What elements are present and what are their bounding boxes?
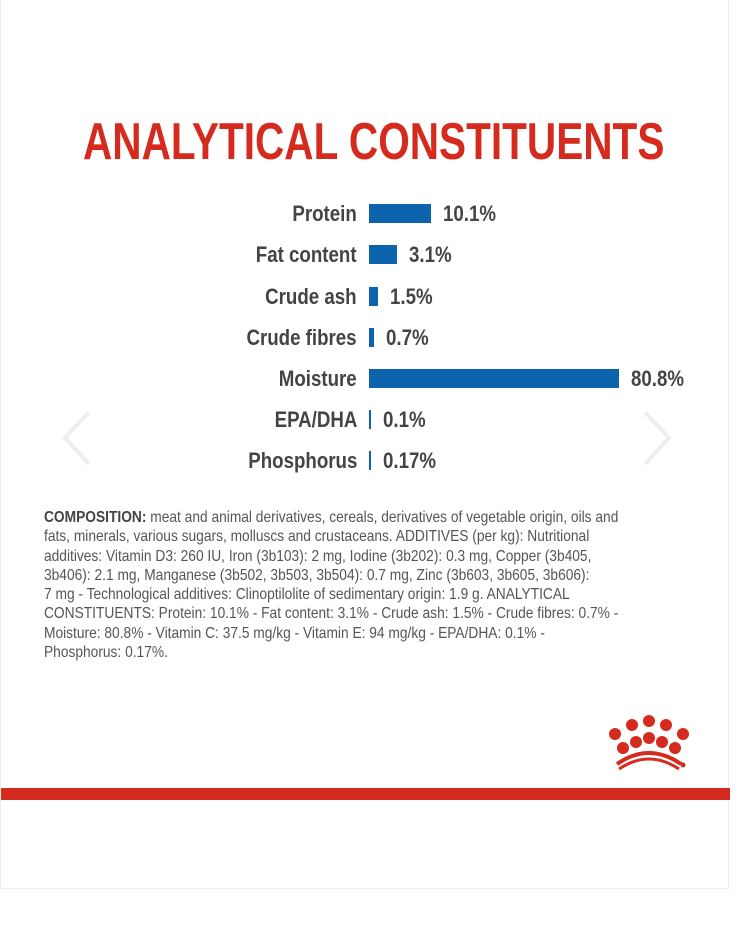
composition-line: 7 mg - Technological additives: Clinopti… bbox=[44, 586, 570, 604]
bar-label: Protein bbox=[292, 201, 357, 226]
composition-line: 3b406): 2.1 mg, Manganese (3b502, 3b503,… bbox=[44, 566, 590, 584]
composition-line: CONSTITUENTS: Protein: 10.1% - Fat conte… bbox=[44, 605, 619, 623]
bar-label: EPA/DHA bbox=[274, 407, 357, 432]
bar-label: Crude ash bbox=[265, 284, 357, 309]
chart-row: Moisture 80.8% bbox=[1, 363, 730, 393]
bar bbox=[369, 451, 371, 470]
bar bbox=[369, 287, 378, 306]
composition-line: additives: Vitamin D3: 260 IU, Iron (3b1… bbox=[44, 547, 592, 565]
composition-line: Phosphorus: 0.17%. bbox=[44, 644, 168, 662]
chart-row: Phosphorus 0.17% bbox=[1, 445, 730, 475]
chart-row: Crude ash 1.5% bbox=[1, 281, 730, 311]
bar-value-label: 1.5% bbox=[390, 284, 433, 309]
bar bbox=[369, 245, 397, 264]
composition-text: COMPOSITION: meat and animal derivatives… bbox=[44, 508, 712, 662]
chart-row: Fat content 3.1% bbox=[1, 239, 730, 269]
chevron-left-icon[interactable] bbox=[57, 408, 97, 468]
bar-label: Crude fibres bbox=[246, 325, 357, 350]
bar-value-label: 0.17% bbox=[383, 448, 437, 473]
composition-line: Moisture: 80.8% - Vitamin C: 37.5 mg/kg … bbox=[44, 624, 545, 642]
chart-row: EPA/DHA 0.1% bbox=[1, 404, 730, 434]
bar bbox=[369, 369, 619, 388]
royal-canin-crown-logo bbox=[609, 715, 689, 771]
bar bbox=[369, 204, 431, 223]
bar bbox=[369, 328, 374, 347]
composition-heading: COMPOSITION: bbox=[44, 509, 147, 526]
bar-label: Fat content bbox=[256, 242, 357, 267]
bar-value-label: 10.1% bbox=[443, 201, 497, 226]
bar-label: Phosphorus bbox=[247, 448, 357, 473]
chart-row: Protein 10.1% bbox=[1, 198, 730, 228]
section-title-text: ANALYTICAL CONSTITUENTS bbox=[82, 113, 665, 171]
product-image-card: ANALYTICAL CONSTITUENTS Protein 10.1% Fat … bbox=[0, 0, 730, 889]
bar-label: Moisture bbox=[279, 366, 357, 391]
chevron-right-icon[interactable] bbox=[637, 408, 677, 468]
bar-value-label: 0.1% bbox=[383, 407, 426, 432]
section-title: ANALYTICAL CONSTITUENTS bbox=[1, 112, 730, 172]
bar-value-label: 80.8% bbox=[631, 366, 685, 391]
composition-line: meat and animal derivatives, cereals, de… bbox=[146, 509, 619, 526]
bar-value-label: 0.7% bbox=[386, 325, 429, 350]
chart-row: Crude fibres 0.7% bbox=[1, 322, 730, 352]
composition-line: fats, minerals, various sugars, molluscs… bbox=[44, 528, 590, 546]
bar bbox=[369, 410, 371, 429]
footer-red-stripe bbox=[1, 788, 730, 800]
bar-value-label: 3.1% bbox=[409, 242, 452, 267]
